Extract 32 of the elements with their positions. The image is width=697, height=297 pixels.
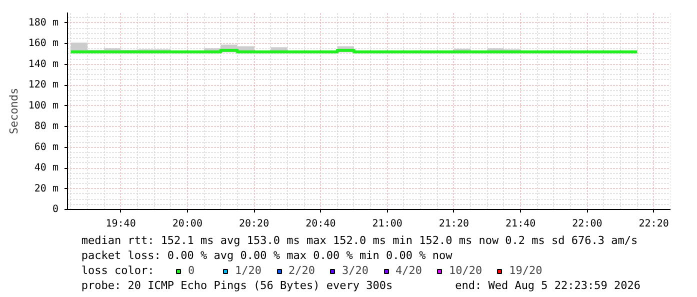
x-tick-label: 21:40 (506, 218, 536, 230)
y-tick-label: 100 m (28, 100, 59, 112)
legend-label: 1/20 (235, 264, 262, 277)
legend-label: 0 (188, 264, 196, 277)
y-tick-label: 120 m (28, 80, 59, 91)
text: packet loss: 0.00 % avg 0.00 % max 0.00 % min 0.00 % now (81, 249, 453, 262)
legend-label: 10/20 (449, 264, 482, 277)
y-tick-label: 140 m (28, 58, 59, 70)
text: end: Wed Aug 5 22:23:59 2026 (455, 279, 641, 292)
legend-label: 19/20 (509, 264, 542, 277)
x-tick-label: 19:40 (106, 218, 136, 230)
text: median rtt: 152.1 ms avg 153.0 ms max 152.0 ms min 152.0 ms now 0.2 ms sd 676.3 am/s (81, 234, 638, 247)
legend-title: loss color: (81, 264, 154, 277)
y-tick-label: 20 m (34, 183, 59, 194)
x-tick-label: 20:40 (306, 218, 336, 230)
y-tick-label: 180 m (28, 17, 59, 28)
legend-label: 2/20 (288, 264, 315, 277)
y-tick-label: 160 m (28, 38, 59, 50)
x-tick-label: 21:20 (438, 218, 469, 230)
y-tick-label: 60 m (34, 142, 59, 153)
x-tick-label: 20:00 (172, 218, 202, 230)
y-tick-label: 0 (52, 204, 59, 215)
x-tick-label: 21:00 (372, 218, 402, 230)
x-tick-label: 20:20 (239, 218, 270, 230)
text: probe: 20 ICMP Echo Pings (56 Bytes) every 300s (81, 279, 393, 292)
y-tick-label: 40 m (34, 162, 59, 174)
x-tick-label: 22:00 (572, 218, 602, 230)
x-tick-label: 22:20 (638, 218, 669, 230)
legend-label: 4/20 (396, 264, 422, 277)
y-axis-title: Seconds (7, 88, 20, 134)
y-tick-label: 80 m (34, 121, 59, 132)
legend-label: 3/20 (342, 264, 368, 277)
